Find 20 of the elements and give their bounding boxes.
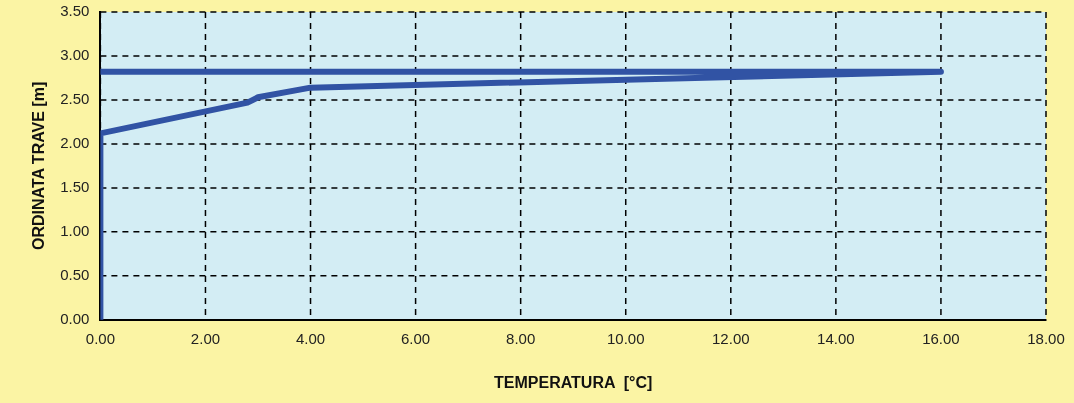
x-tick-label: 8.00 [506,329,536,347]
y-tick-label: 3.50 [60,2,90,20]
y-axis-title: ORDINATA TRAVE [m] [30,81,48,251]
y-tick-label: 0.50 [60,265,90,283]
x-tick-label: 18.00 [1027,329,1065,347]
x-tick-label: 0.00 [85,329,115,347]
y-tick-label: 2.00 [60,134,90,152]
x-tick-label: 4.00 [295,329,326,347]
x-tick-label: 12.00 [712,329,750,347]
y-tick-label: 0.00 [60,309,90,327]
x-tick-label: 16.00 [922,329,960,347]
x-tick-label: 6.00 [400,329,431,347]
y-tick-label: 2.50 [60,90,90,108]
x-tick-label: 14.00 [817,329,855,347]
x-axis-title: TEMPERATURA [°C] [494,373,653,391]
x-tick-label: 10.00 [606,329,645,347]
y-tick-label: 1.50 [60,178,90,196]
x-tick-label: 2.00 [190,329,221,347]
y-tick-label: 3.00 [60,46,90,64]
y-tick-label: 1.00 [60,222,90,239]
